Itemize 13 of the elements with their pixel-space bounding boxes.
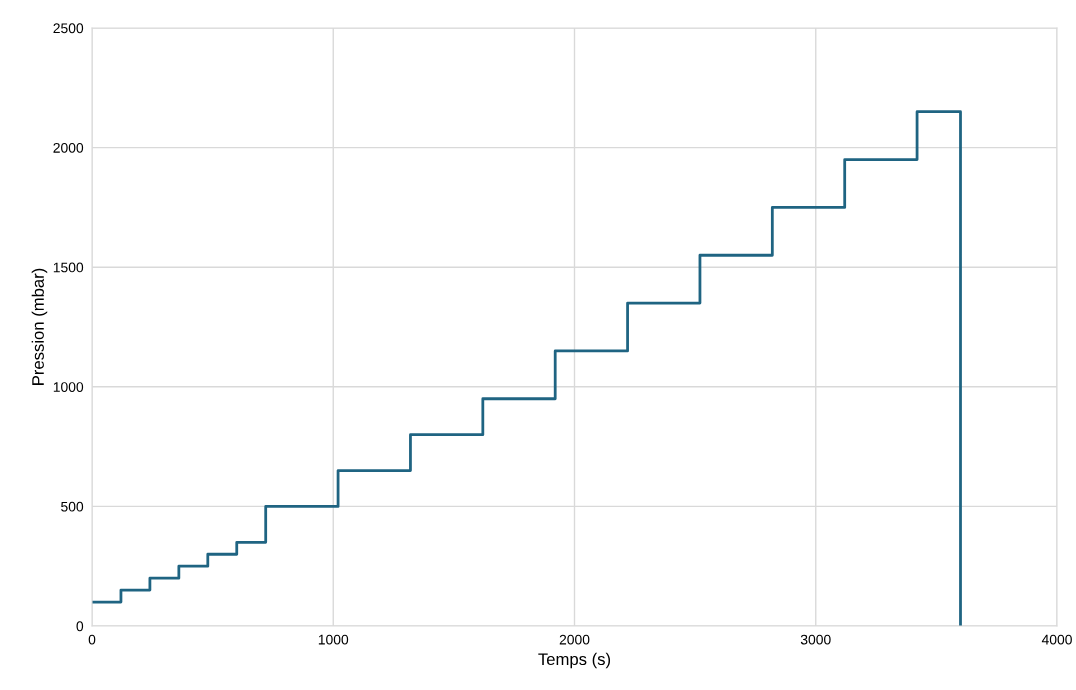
y-tick-label: 1000 — [53, 382, 84, 392]
x-tick-label: 3000 — [800, 634, 831, 645]
y-tick-label: 0 — [76, 621, 84, 632]
x-tick-label: 0 — [88, 634, 96, 645]
y-tick-label: 2500 — [53, 23, 84, 34]
y-tick-label: 2000 — [53, 142, 84, 153]
x-tick-label: 2000 — [559, 634, 590, 645]
x-axis-title: Temps (s) — [538, 652, 611, 669]
y-tick-label: 500 — [61, 501, 84, 512]
x-tick-label: 4000 — [1041, 634, 1072, 645]
x-tick-label: 1000 — [318, 634, 349, 645]
y-tick-label: 1500 — [53, 262, 84, 273]
y-axis-title: Pression (mbar) — [31, 268, 48, 385]
